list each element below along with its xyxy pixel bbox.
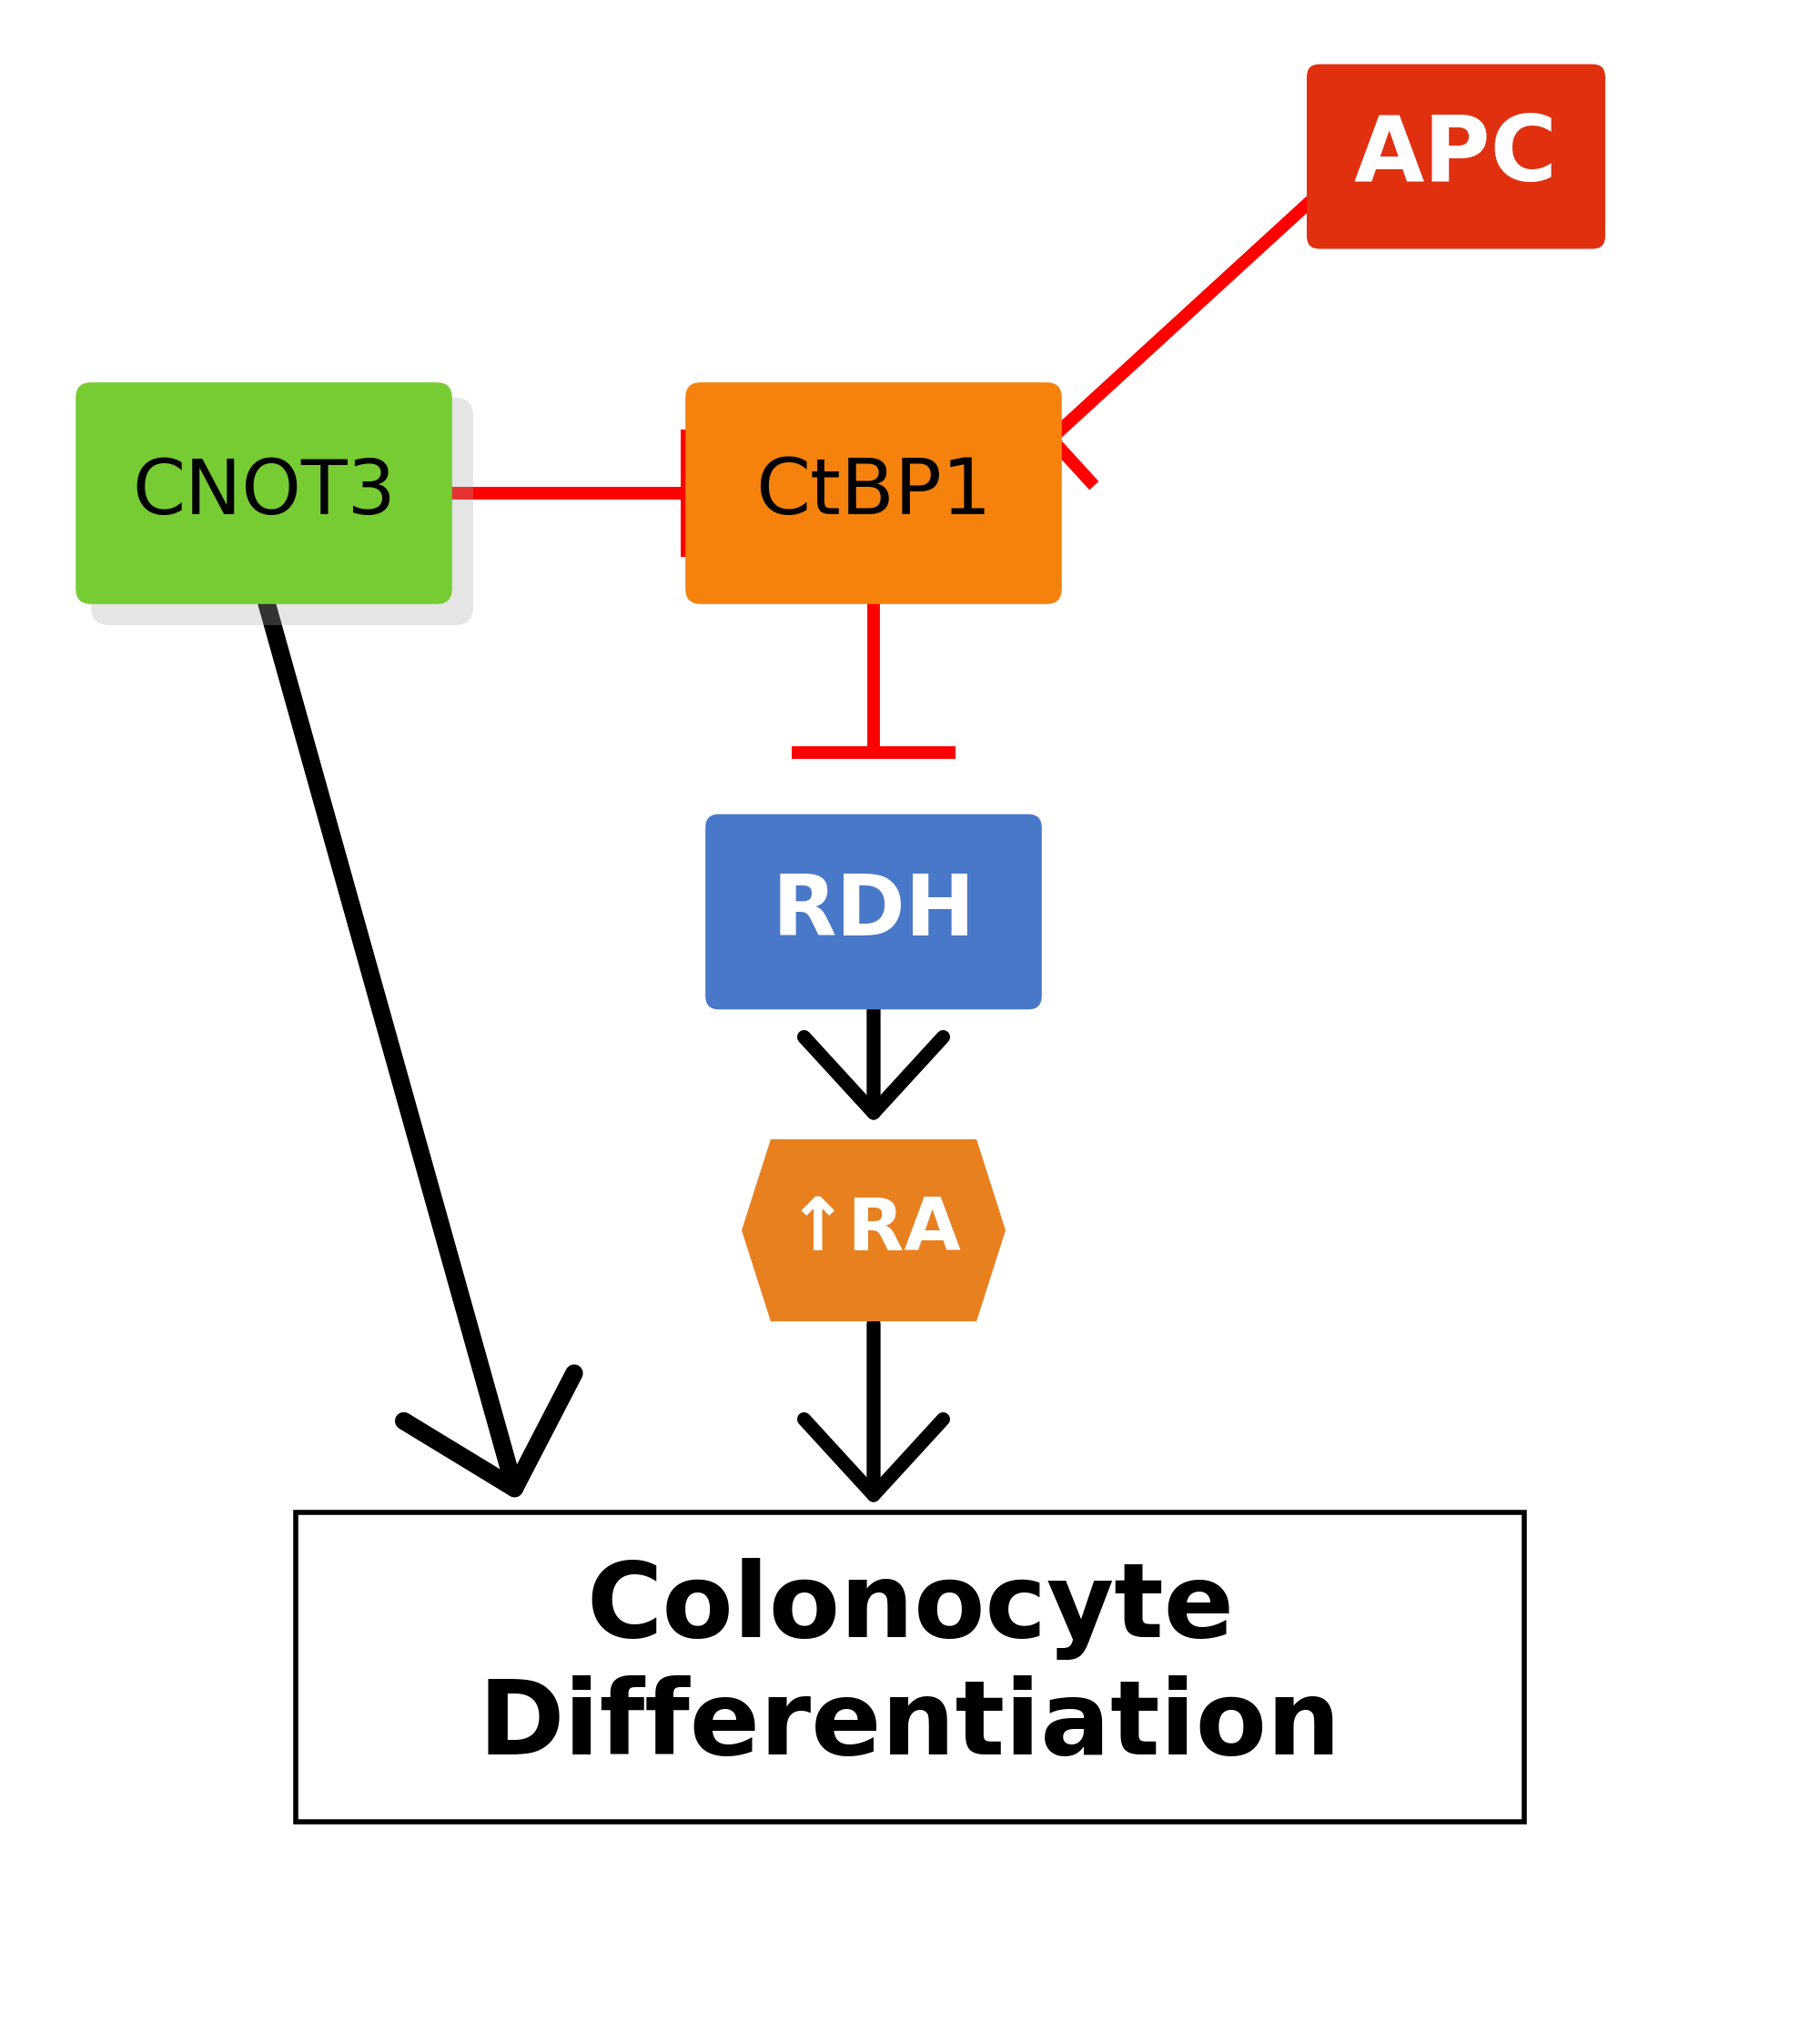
FancyBboxPatch shape: [91, 398, 473, 625]
FancyBboxPatch shape: [706, 815, 1041, 1009]
FancyBboxPatch shape: [76, 382, 451, 605]
Text: APC: APC: [1354, 113, 1558, 200]
Text: CNOT3: CNOT3: [133, 457, 395, 530]
Text: RDH: RDH: [772, 871, 976, 952]
Text: ↑RA: ↑RA: [786, 1195, 961, 1266]
Text: Colonocyte
Differentiation: Colonocyte Differentiation: [479, 1557, 1341, 1777]
FancyBboxPatch shape: [295, 1512, 1525, 1822]
FancyBboxPatch shape: [686, 382, 1061, 605]
FancyBboxPatch shape: [1307, 65, 1605, 249]
Text: CtBP1: CtBP1: [755, 455, 992, 532]
Polygon shape: [743, 1138, 1005, 1320]
